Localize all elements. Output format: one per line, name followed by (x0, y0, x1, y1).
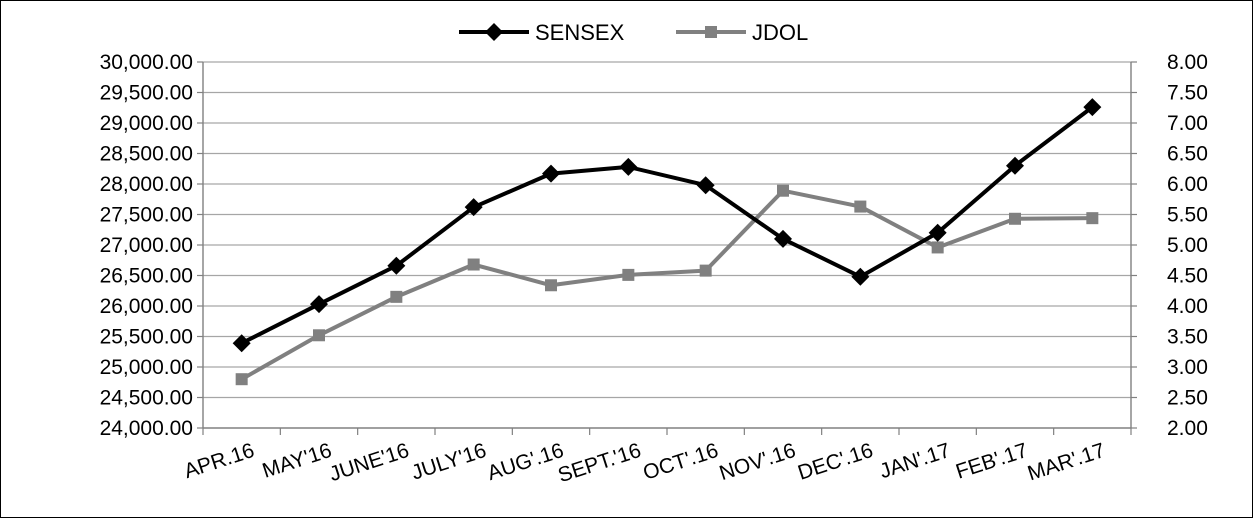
series-sensex (232, 98, 1102, 353)
data-point-sensex (696, 176, 715, 195)
category-label: FEB'.17 (953, 439, 1031, 484)
right-axis-tick-label: 3.50 (1167, 326, 1208, 349)
category-label: APR.16 (181, 439, 257, 483)
data-point-jdol (545, 279, 557, 292)
right-axis-tick-label: 5.00 (1167, 234, 1208, 257)
series (232, 98, 1102, 386)
legend-label: JDOL (752, 20, 808, 45)
left-axis-ticks: 24,000.00 24,500.00 25,000.00 25,500.00 26,0… (100, 51, 193, 440)
data-point-jdol (699, 264, 712, 277)
right-axis-tick-label: 6.00 (1167, 173, 1208, 196)
category-axis-labels: APR.16 MAY'16JUNE'16JULY'16AUG'.16SEPT.'1… (181, 439, 1108, 487)
gridlines (203, 61, 1131, 399)
legend-entry-jdol: JDOL (676, 20, 808, 45)
series-jdol (235, 184, 1099, 386)
legend-entry-sensex: SENSEX (459, 20, 625, 45)
data-point-jdol (777, 184, 789, 197)
category-label: JAN'.17 (877, 439, 953, 483)
data-point-jdol (622, 268, 635, 281)
data-point-sensex (928, 223, 947, 242)
legend-label: SENSEX (535, 20, 625, 45)
data-point-sensex (310, 295, 328, 314)
right-axis-tick-label: 4.50 (1167, 265, 1208, 288)
data-point-jdol (1086, 212, 1099, 225)
data-point-sensex (542, 164, 560, 183)
data-point-jdol (390, 290, 403, 303)
right-axis-tick-label: 2.50 (1167, 387, 1208, 410)
category-label: AUG'.16 (485, 439, 567, 485)
right-axis-tick-label: 3.00 (1167, 356, 1208, 379)
data-point-sensex (232, 334, 251, 353)
left-axis-tick-label: 29,000.00 (100, 112, 193, 135)
category-label: JUNE'16 (327, 439, 412, 486)
legend-marker (705, 26, 717, 38)
left-axis-tick-label: 29,500.00 (100, 82, 193, 105)
data-point-sensex (1006, 156, 1024, 175)
left-axis-tick-label: 26,500.00 (100, 265, 193, 288)
left-axis-tick-label: 24,000.00 (100, 417, 193, 440)
left-axis-tick-label: 25,000.00 (100, 356, 193, 379)
category-label: DEC'.16 (795, 439, 876, 485)
legend-marker (485, 23, 503, 41)
data-point-jdol (854, 200, 867, 213)
series-line-sensex (240, 105, 1094, 345)
category-label: MAY'16 (260, 439, 335, 483)
data-point-jdol (313, 329, 325, 342)
axes (197, 61, 1137, 435)
left-axis-tick-label: 26,000.00 (100, 295, 193, 318)
left-axis-tick-label: 28,500.00 (100, 143, 193, 166)
legend: SENSEX JDOL (459, 20, 808, 45)
category-label: SEPT.'16 (555, 439, 644, 487)
right-axis-tick-label: 7.00 (1167, 112, 1208, 135)
left-axis-tick-label: 30,000.00 (100, 51, 193, 74)
data-point-sensex (1083, 98, 1102, 117)
right-axis-tick-label: 7.50 (1167, 82, 1208, 105)
right-axis-ticks: 2.00 2.50 3.00 3.50 4.00 4.50 5.00 5.50 6.00 6.50… (1167, 51, 1208, 440)
left-axis-tick-label: 25,500.00 (100, 326, 193, 349)
right-axis-tick-label: 8.00 (1167, 51, 1208, 74)
category-label: OCT'.16 (640, 439, 721, 485)
category-label: JULY'16 (409, 439, 490, 485)
left-axis-tick-label: 27,500.00 (100, 204, 193, 227)
right-axis-tick-label: 5.50 (1167, 204, 1208, 227)
left-axis-tick-label: 24,500.00 (100, 387, 193, 410)
data-point-jdol (235, 373, 248, 386)
right-axis-tick-label: 6.50 (1167, 143, 1208, 166)
data-point-sensex (619, 157, 638, 176)
right-axis-tick-label: 2.00 (1167, 417, 1208, 440)
data-point-jdol (467, 258, 480, 271)
right-axis-tick-label: 4.00 (1167, 295, 1208, 318)
data-point-sensex (387, 256, 406, 275)
category-label: MAR'.17 (1025, 439, 1108, 486)
left-axis-tick-label: 28,000.00 (100, 173, 193, 196)
category-label: NOV'.16 (717, 439, 799, 485)
data-point-jdol (1009, 212, 1021, 225)
data-point-sensex (774, 229, 792, 248)
data-point-sensex (851, 267, 870, 286)
data-point-jdol (931, 241, 944, 254)
left-axis-tick-label: 27,000.00 (100, 234, 193, 257)
data-point-sensex (464, 198, 483, 217)
series-line-jdol (240, 188, 1093, 381)
